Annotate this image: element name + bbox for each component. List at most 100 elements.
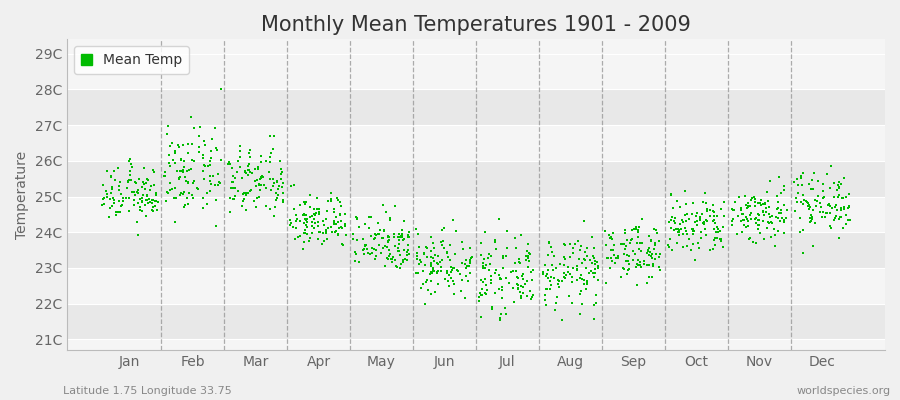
- Point: [496, 264, 510, 271]
- Point: [380, 255, 394, 262]
- Point: [510, 286, 525, 292]
- Point: [802, 201, 816, 208]
- Point: [161, 152, 176, 158]
- Point: [122, 156, 137, 162]
- Point: [158, 172, 173, 179]
- Point: [297, 238, 311, 245]
- Point: [777, 187, 791, 193]
- Point: [778, 215, 793, 221]
- Point: [276, 196, 291, 203]
- Point: [501, 280, 516, 286]
- Point: [611, 252, 625, 259]
- Point: [752, 211, 766, 217]
- Point: [767, 226, 781, 232]
- Point: [611, 255, 625, 262]
- Point: [634, 264, 648, 270]
- Point: [623, 240, 637, 246]
- Point: [820, 170, 834, 177]
- Point: [752, 222, 767, 228]
- Point: [298, 216, 312, 222]
- Point: [727, 199, 742, 205]
- Point: [724, 206, 739, 212]
- Point: [241, 161, 256, 167]
- Point: [619, 252, 634, 259]
- Point: [329, 195, 344, 202]
- Point: [182, 190, 196, 196]
- Point: [824, 163, 839, 170]
- Point: [508, 268, 523, 275]
- Point: [480, 287, 494, 293]
- Point: [625, 226, 639, 233]
- Point: [810, 198, 824, 204]
- Point: [454, 277, 469, 283]
- Point: [539, 302, 554, 308]
- Point: [734, 218, 748, 224]
- Point: [575, 300, 590, 307]
- Point: [112, 183, 127, 189]
- Point: [178, 202, 193, 208]
- Point: [274, 169, 289, 176]
- Point: [239, 190, 254, 196]
- Point: [237, 196, 251, 202]
- Point: [453, 271, 467, 277]
- Point: [135, 184, 149, 190]
- Point: [458, 261, 473, 267]
- Point: [290, 216, 304, 222]
- Point: [324, 198, 338, 204]
- Point: [806, 243, 821, 250]
- Point: [310, 194, 324, 201]
- Point: [440, 268, 454, 274]
- Point: [123, 176, 138, 183]
- Point: [679, 218, 693, 224]
- Point: [287, 182, 302, 188]
- Point: [489, 267, 503, 273]
- Point: [617, 240, 632, 247]
- Point: [417, 251, 431, 257]
- Point: [706, 208, 720, 214]
- Point: [266, 212, 281, 219]
- Point: [643, 249, 657, 256]
- Point: [557, 254, 572, 260]
- Point: [494, 276, 508, 282]
- Point: [831, 182, 845, 188]
- Point: [338, 211, 353, 218]
- Point: [419, 276, 434, 283]
- Point: [679, 228, 693, 234]
- Point: [806, 214, 820, 220]
- Point: [211, 171, 225, 178]
- Point: [520, 248, 535, 254]
- Point: [374, 250, 388, 256]
- Point: [446, 278, 460, 284]
- Point: [649, 251, 663, 257]
- Point: [516, 276, 530, 282]
- Point: [693, 235, 707, 242]
- Point: [169, 168, 184, 174]
- Point: [235, 174, 249, 181]
- Point: [122, 195, 136, 201]
- Point: [484, 253, 499, 260]
- Point: [487, 237, 501, 244]
- Point: [580, 281, 595, 287]
- Point: [463, 245, 477, 252]
- Point: [427, 258, 441, 264]
- Point: [329, 221, 344, 227]
- Point: [693, 216, 707, 223]
- Point: [743, 216, 758, 222]
- Point: [764, 213, 778, 219]
- Point: [208, 124, 222, 131]
- Point: [772, 173, 787, 180]
- Point: [814, 200, 828, 206]
- Point: [233, 148, 248, 154]
- Point: [707, 220, 722, 226]
- Point: [272, 182, 286, 189]
- Point: [537, 292, 552, 298]
- Point: [338, 232, 353, 238]
- Point: [842, 203, 856, 210]
- Point: [361, 250, 375, 256]
- Point: [631, 234, 645, 240]
- Point: [136, 192, 150, 198]
- Point: [365, 244, 380, 251]
- Point: [212, 178, 226, 185]
- Point: [726, 207, 741, 214]
- Point: [288, 236, 302, 242]
